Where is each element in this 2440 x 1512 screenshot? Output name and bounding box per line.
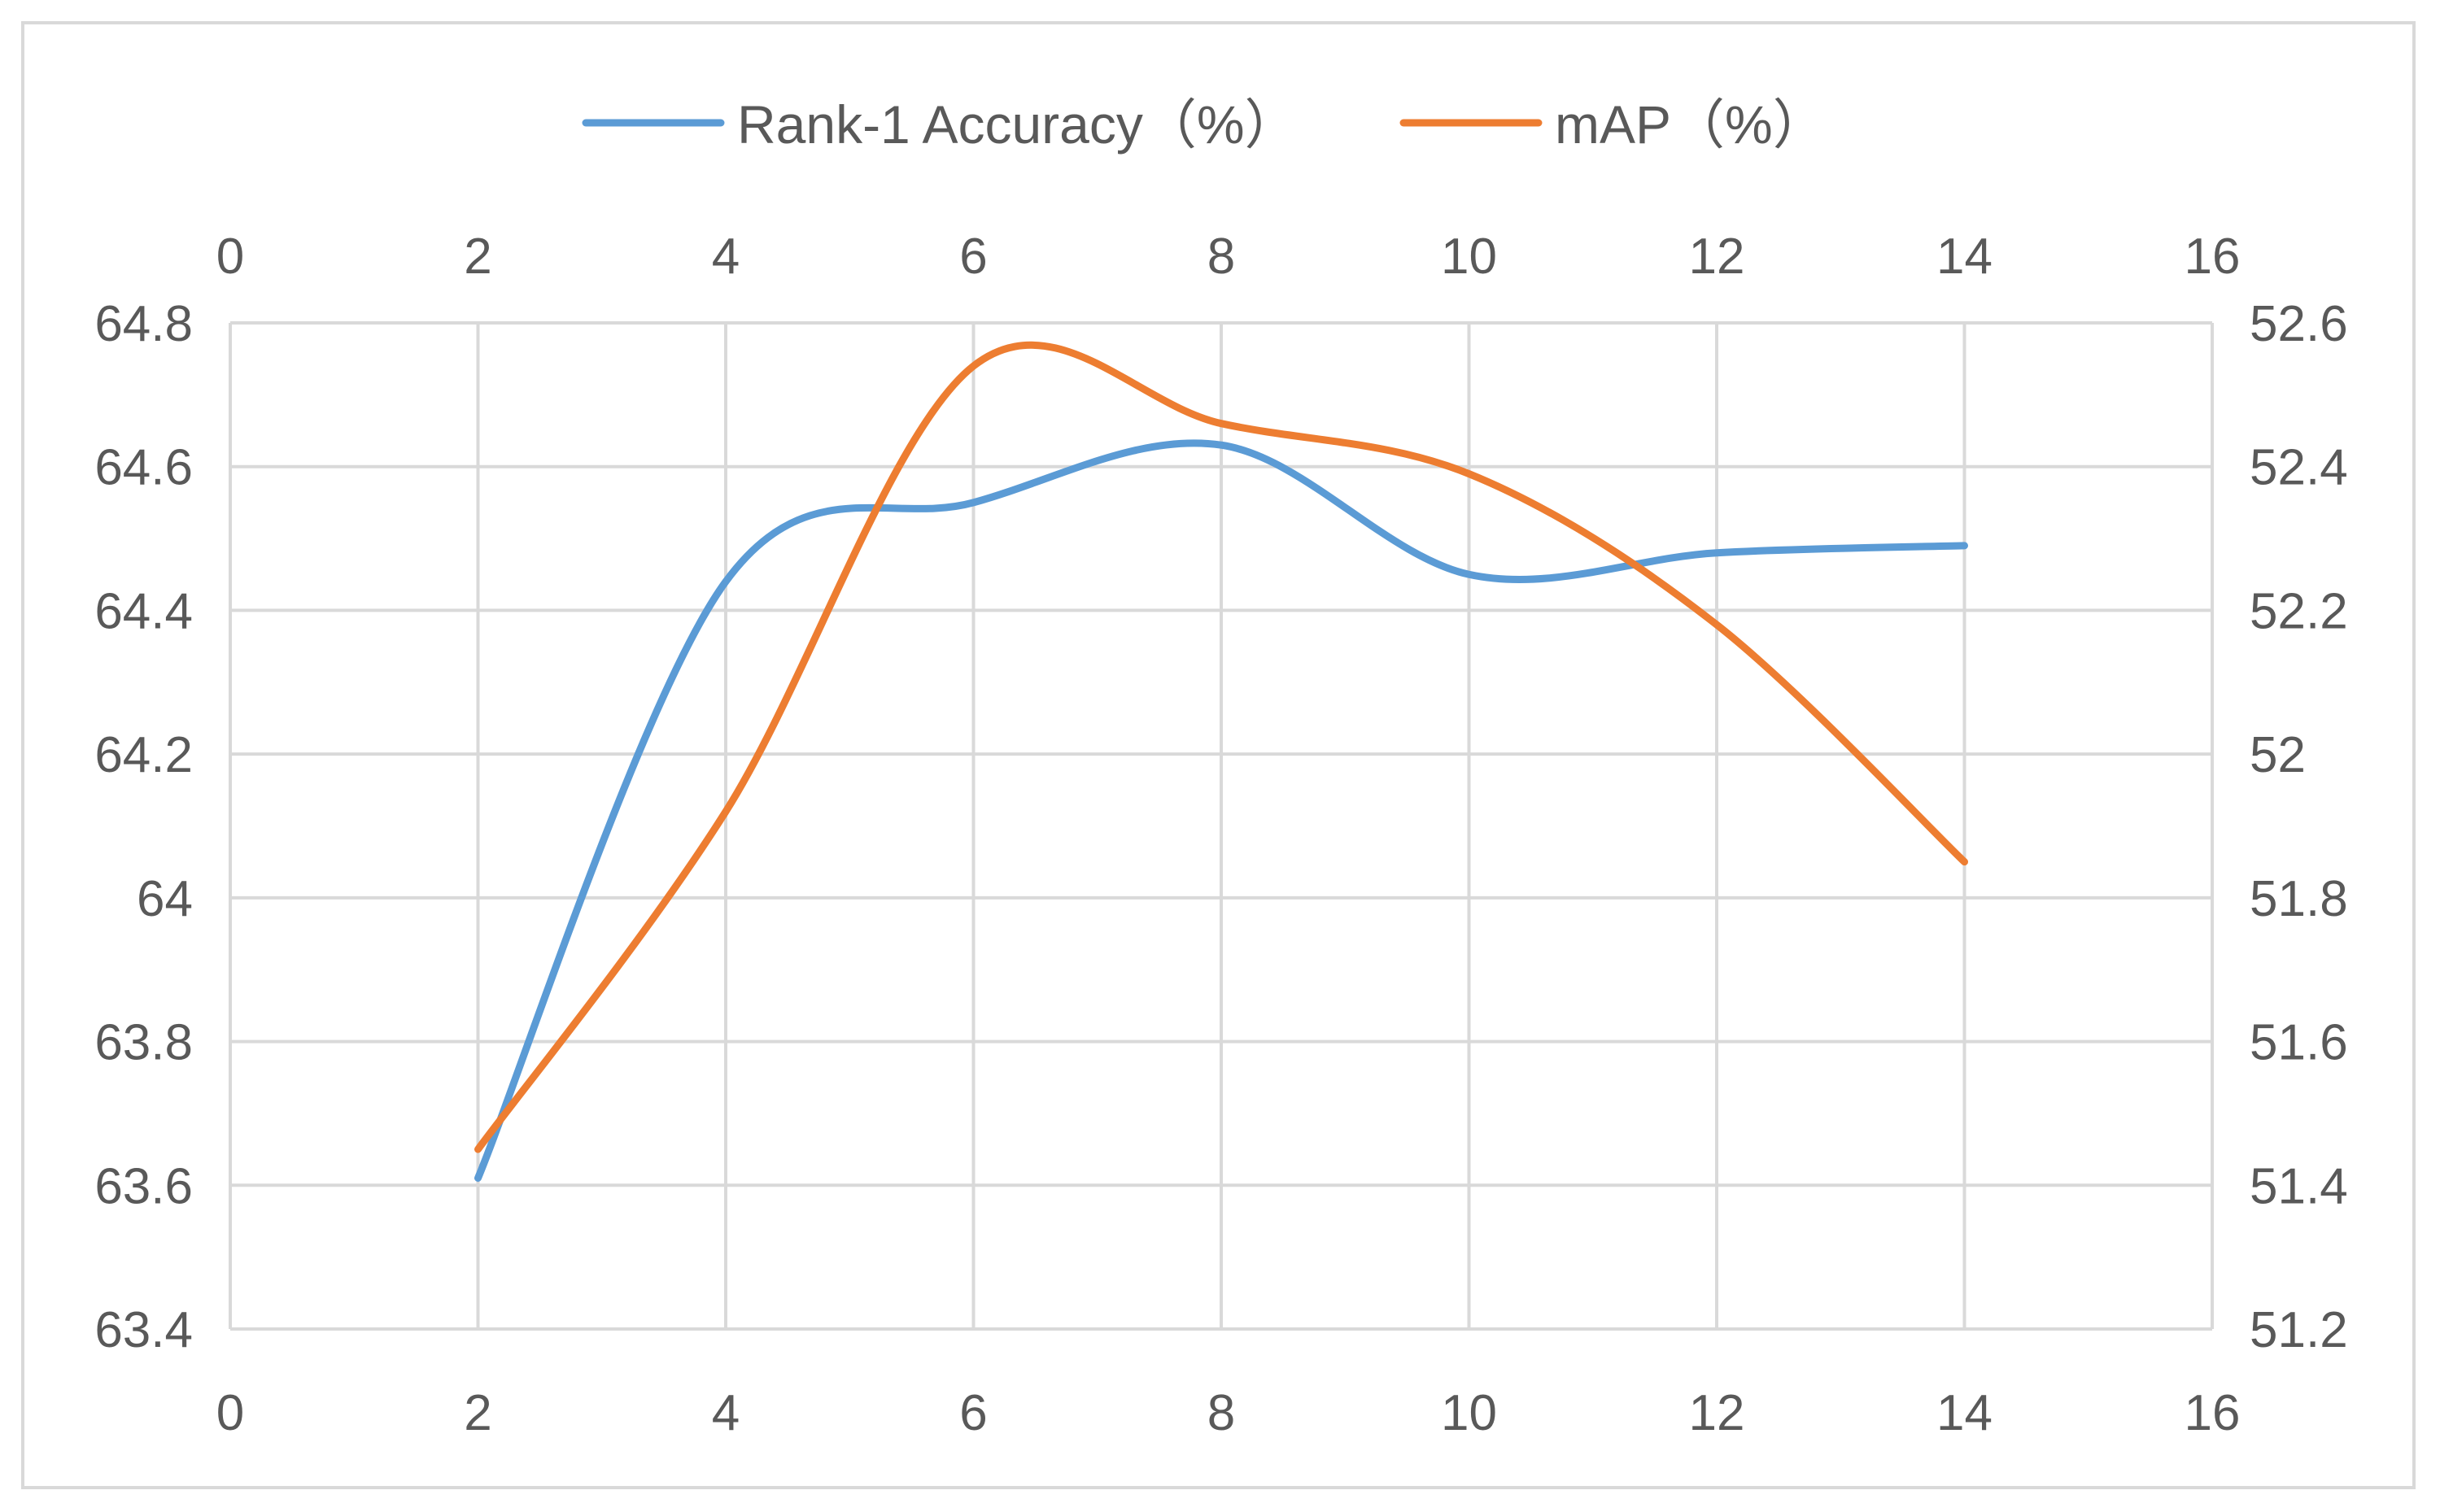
x-tick-label-top: 16 — [2185, 229, 2241, 285]
x-tick-label-top: 14 — [1936, 229, 1993, 285]
y-left-tick-label: 64.8 — [94, 296, 193, 352]
y-right-tick-label: 51.2 — [2250, 1302, 2348, 1358]
y-left-tick-label: 63.4 — [94, 1302, 193, 1358]
y-right-tick-label: 51.6 — [2250, 1015, 2348, 1071]
x-tick-label-bottom: 6 — [959, 1385, 987, 1441]
y-left-tick-label: 64.4 — [94, 583, 193, 639]
y-left-tick-label: 63.6 — [94, 1158, 193, 1214]
series-line-rank1 — [474, 439, 1968, 1182]
x-tick-label-top: 4 — [712, 229, 740, 285]
y-right-tick-label: 51.4 — [2250, 1158, 2348, 1214]
y-left-tick-label: 64 — [137, 871, 193, 927]
y-left-tick-label: 63.8 — [94, 1015, 193, 1071]
x-tick-label-top: 2 — [464, 229, 491, 285]
y-right-tick-label: 51.8 — [2250, 871, 2348, 927]
x-tick-label-top: 8 — [1207, 229, 1235, 285]
x-tick-label-bottom: 10 — [1441, 1385, 1497, 1441]
x-tick-label-top: 12 — [1689, 229, 1745, 285]
x-tick-label-top: 10 — [1441, 229, 1497, 285]
y-right-tick-label: 52 — [2250, 727, 2306, 783]
x-tick-label-bottom: 0 — [216, 1385, 244, 1441]
x-tick-label-bottom: 4 — [712, 1385, 740, 1441]
x-tick-label-bottom: 2 — [464, 1385, 491, 1441]
legend: Rank-1 Accuracy（%） mAP（%） — [582, 94, 1827, 155]
y-left-tick-label: 64.6 — [94, 440, 193, 496]
x-tick-label-bottom: 12 — [1689, 1385, 1745, 1441]
x-tick-label-bottom: 8 — [1207, 1385, 1235, 1441]
y-right-tick-label: 52.6 — [2250, 296, 2348, 352]
x-tick-label-top: 0 — [216, 229, 244, 285]
series-line-map — [474, 341, 1968, 1153]
chart-frame: Rank-1 Accuracy（%） mAP（%） 0 0 2 2 4 4 6 6 8 8 10 10… — [21, 21, 2416, 1489]
x-tick-label-top: 6 — [959, 229, 987, 285]
x-tick-label-bottom: 14 — [1936, 1385, 1993, 1441]
legend-label-map: mAP（%） — [1555, 94, 1827, 155]
series-lines — [474, 341, 1968, 1182]
line-chart: Rank-1 Accuracy（%） mAP（%） 0 0 2 2 4 4 6 6 8 8 10 10… — [94, 94, 2347, 1441]
y-right-tick-label: 52.4 — [2250, 440, 2348, 496]
gridlines — [229, 321, 2214, 1331]
x-tick-label-bottom: 16 — [2185, 1385, 2241, 1441]
y-right-tick-label: 52.2 — [2250, 583, 2348, 639]
tick-labels: 0 0 2 2 4 4 6 6 8 8 10 10 12 12 14 14 16 16 63.4 63.6 63.8 64… — [94, 229, 2347, 1441]
legend-label-rank1: Rank-1 Accuracy（%） — [737, 94, 1299, 155]
y-left-tick-label: 64.2 — [94, 727, 193, 783]
